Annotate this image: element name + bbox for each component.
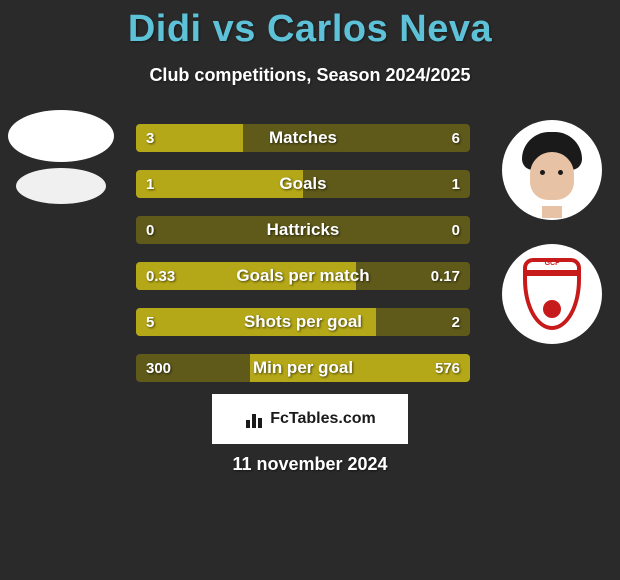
page-title: Didi vs Carlos Neva [0, 0, 620, 51]
left-player-avatars [6, 110, 116, 210]
right-player-avatar [502, 120, 602, 220]
stat-label: Matches [136, 124, 470, 152]
page-subtitle: Club competitions, Season 2024/2025 [0, 65, 620, 86]
stat-value-right: 576 [425, 354, 470, 382]
stat-row: 0Hattricks0 [136, 216, 470, 244]
stat-value-right: 0.17 [421, 262, 470, 290]
stat-label: Hattricks [136, 216, 470, 244]
right-player-avatars: GCF [500, 120, 604, 344]
stat-row: 1Goals1 [136, 170, 470, 198]
left-club-logo-placeholder [16, 168, 106, 204]
right-club-logo: GCF [502, 244, 602, 344]
stat-label: Min per goal [136, 354, 470, 382]
stat-row: 0.33Goals per match0.17 [136, 262, 470, 290]
comparison-bars: 3Matches6 1Goals1 0Hattricks0 0.33Goals per… [136, 124, 470, 382]
stat-value-right: 2 [442, 308, 470, 336]
stat-label: Shots per goal [136, 308, 470, 336]
stat-row: 5Shots per goal2 [136, 308, 470, 336]
fctables-logo[interactable]: FcTables.com [212, 394, 408, 444]
stat-value-right: 0 [442, 216, 470, 244]
stat-row: 3Matches6 [136, 124, 470, 152]
stat-value-right: 1 [442, 170, 470, 198]
stat-value-right: 6 [442, 124, 470, 152]
logo-text: FcTables.com [270, 410, 376, 428]
stat-row: 300Min per goal576 [136, 354, 470, 382]
player-face-icon [514, 132, 590, 218]
stat-label: Goals [136, 170, 470, 198]
bar-chart-icon [244, 408, 266, 430]
club-badge-icon: GCF [523, 258, 581, 330]
left-player-avatar-placeholder [8, 110, 114, 162]
snapshot-date: 11 november 2024 [0, 454, 620, 475]
